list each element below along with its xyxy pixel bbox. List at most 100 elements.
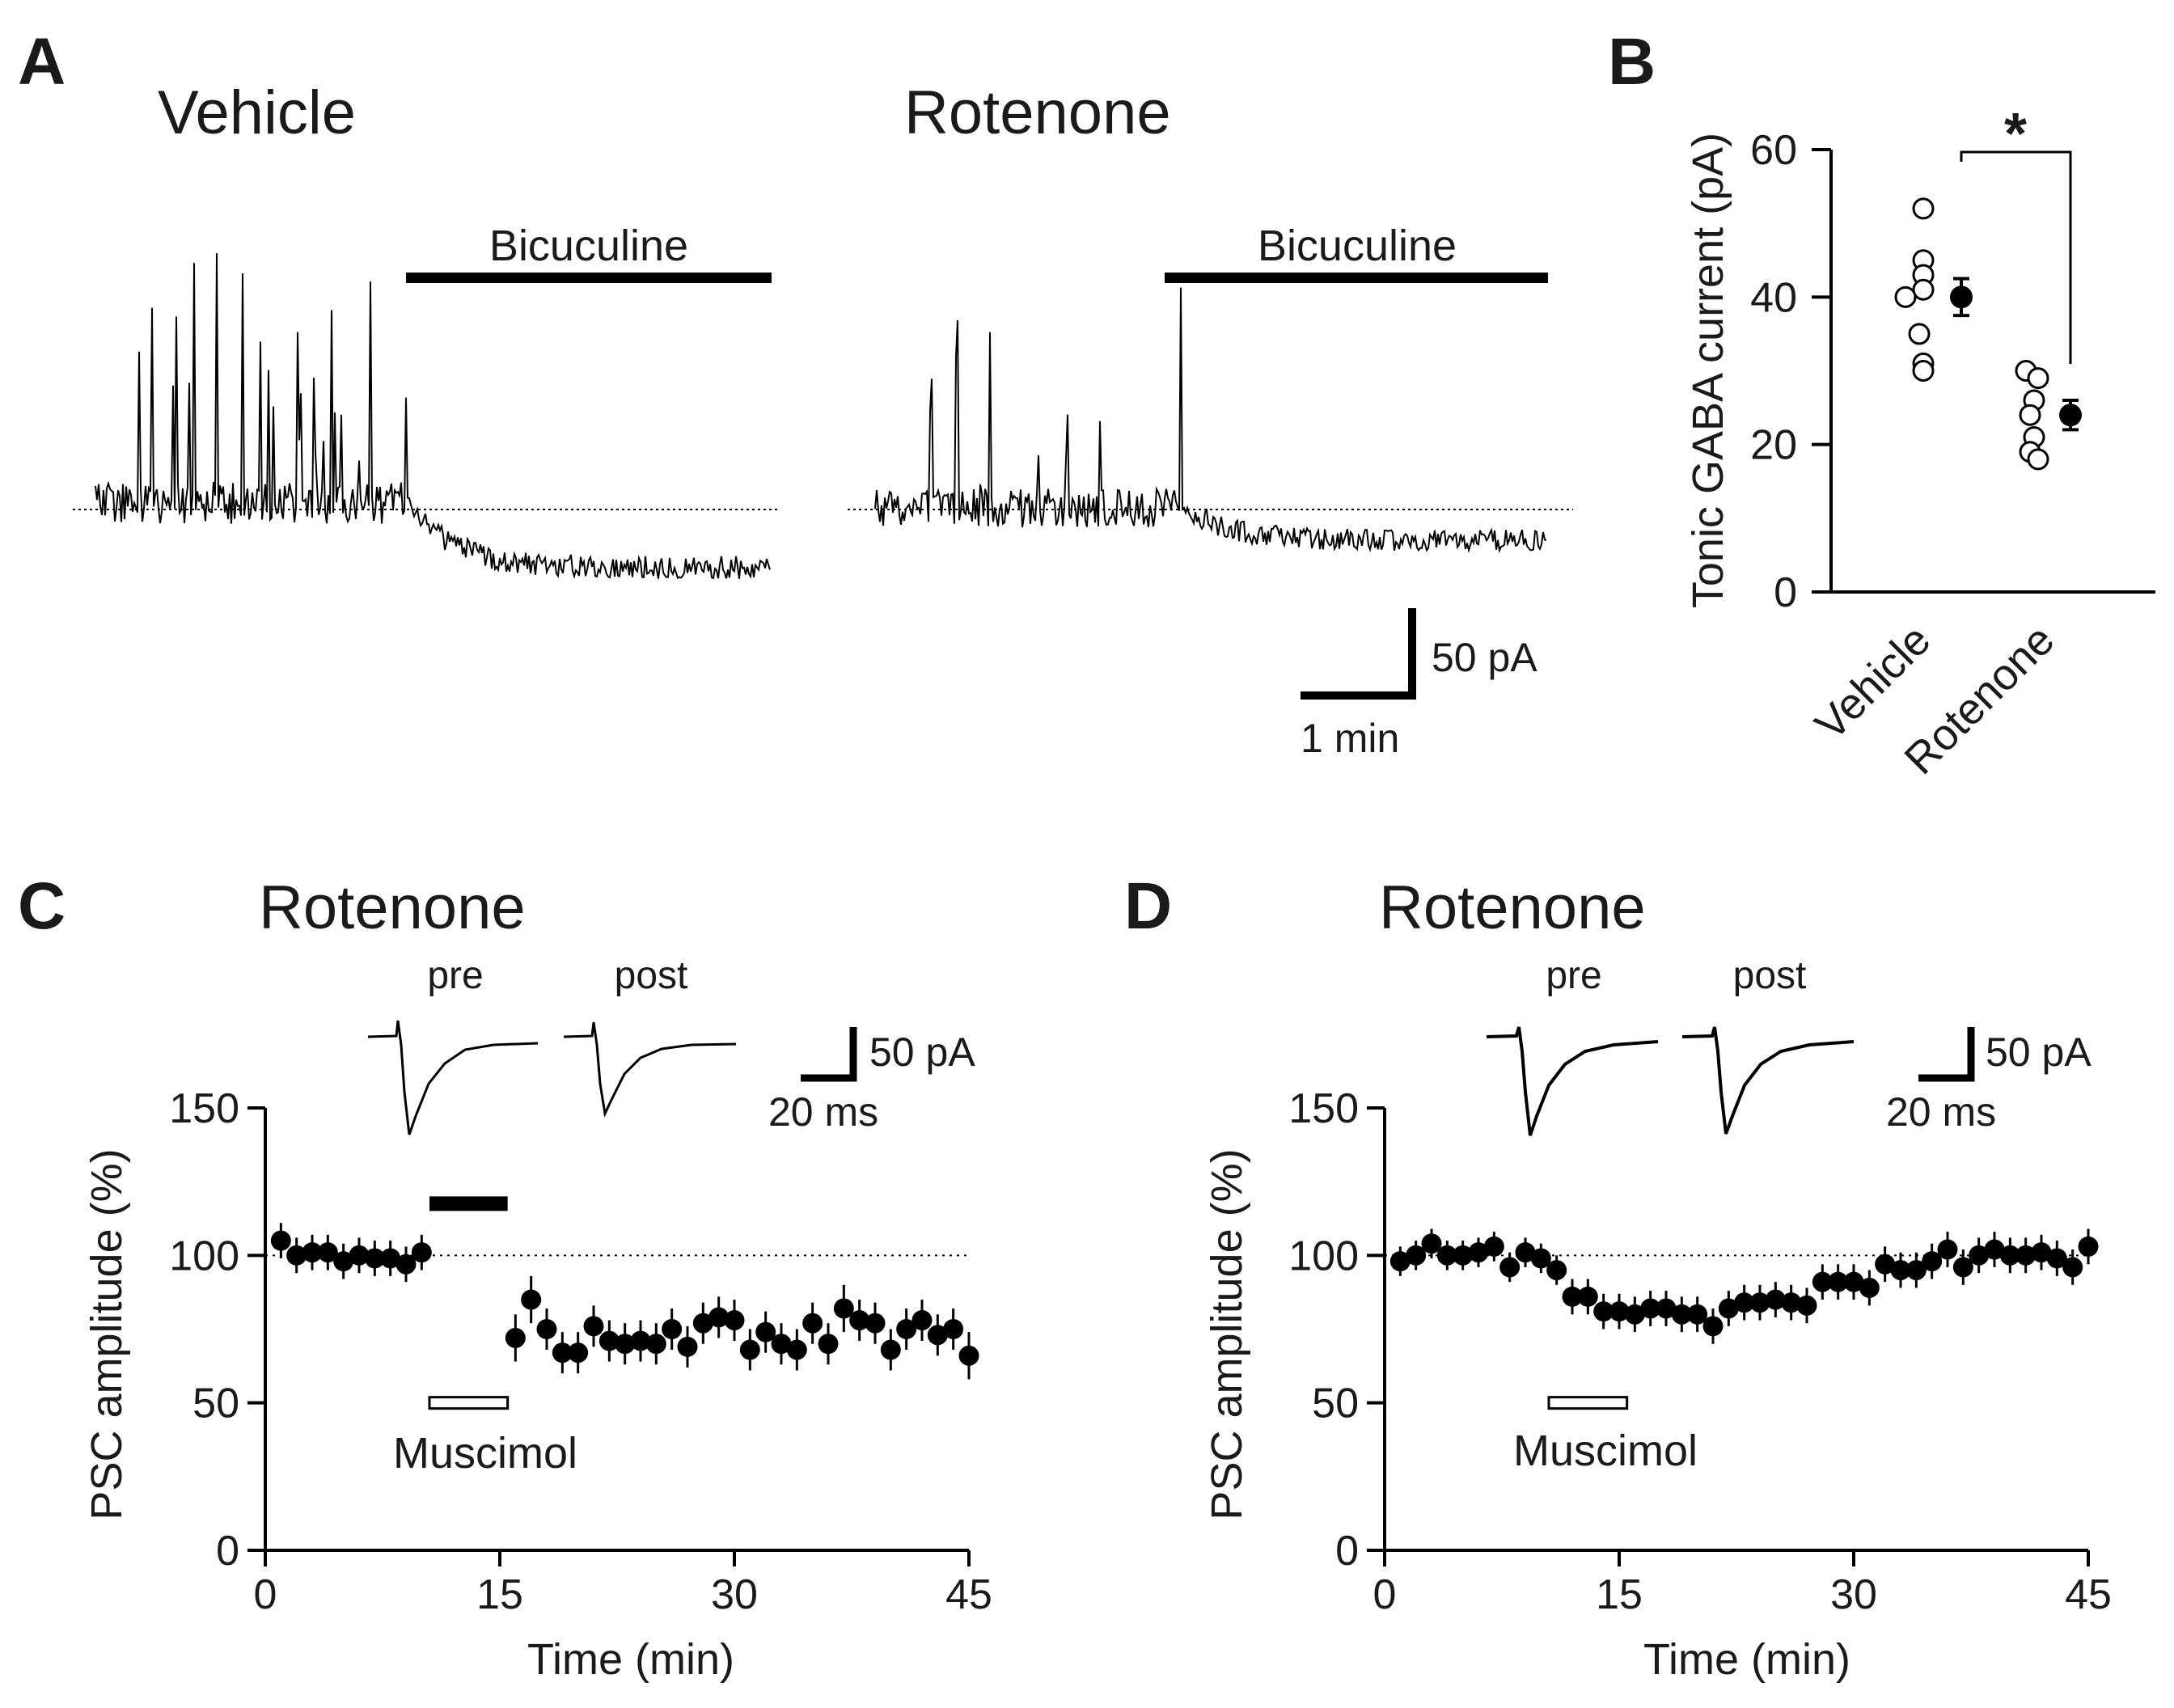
- c-scale-bar: [801, 1027, 857, 1082]
- d-x-tick-label: 15: [1596, 1571, 1643, 1618]
- d-data-point: [1389, 1251, 1411, 1272]
- c-y-tick-label: 0: [216, 1528, 239, 1575]
- d-data-point: [1702, 1316, 1724, 1337]
- c-data-point: [598, 1330, 620, 1351]
- d-data-point: [1812, 1271, 1833, 1292]
- d-data-point: [1749, 1292, 1770, 1313]
- c-data-point: [880, 1339, 901, 1360]
- d-data-point: [1984, 1239, 2005, 1260]
- c-muscimol-label: Muscimol: [393, 1429, 577, 1478]
- b-individual-point: [2027, 367, 2049, 390]
- c-pre-label: pre: [427, 954, 483, 997]
- d-data-point: [2078, 1236, 2099, 1257]
- c-pre-trace: [367, 1020, 539, 1135]
- c-data-point: [411, 1242, 432, 1263]
- b-mean-point: [2059, 404, 2082, 427]
- d-data-point: [1562, 1286, 1583, 1307]
- c-data-point: [786, 1339, 807, 1360]
- d-data-point: [1890, 1260, 1911, 1281]
- c-data-point: [615, 1334, 636, 1355]
- vehicle-current-trace: [95, 253, 771, 580]
- c-x-tick-label: 30: [711, 1571, 758, 1618]
- c-y-tick-label: 100: [169, 1232, 239, 1279]
- c-data-point: [270, 1230, 291, 1251]
- d-data-point: [1859, 1277, 1880, 1298]
- d-title: Rotenone: [1379, 873, 1646, 942]
- b-y-axis-label: Tonic GABA current (pA): [1684, 133, 1732, 608]
- c-data-point: [943, 1319, 964, 1339]
- d-data-point: [1593, 1301, 1614, 1322]
- d-muscimol-bar: [1547, 1396, 1629, 1410]
- d-y-tick-label: 100: [1288, 1232, 1359, 1279]
- c-title: Rotenone: [259, 873, 526, 942]
- vehicle-bicuculine-bar: [406, 273, 772, 283]
- c-data-point: [630, 1330, 651, 1351]
- d-data-point: [1515, 1242, 1536, 1263]
- c-data-point: [849, 1310, 870, 1331]
- c-muscimol-bar: [428, 1396, 510, 1410]
- c-data-point: [568, 1342, 589, 1363]
- c-data-point: [911, 1310, 933, 1331]
- b-individual-point: [2027, 448, 2049, 471]
- b-mean-point: [1950, 285, 1973, 309]
- c-data-point: [833, 1298, 854, 1319]
- d-data-point: [2062, 1257, 2083, 1278]
- d-data-point: [1718, 1298, 1739, 1319]
- c-data-point: [677, 1336, 698, 1357]
- b-significance-marker: *: [2004, 102, 2027, 167]
- panel-d: Rotenone pre post 50 pA 20 ms Muscimol P…: [1203, 873, 2112, 1684]
- c-data-point: [552, 1342, 573, 1363]
- c-data-point: [583, 1316, 604, 1337]
- d-data-point: [1828, 1271, 1849, 1292]
- d-data-point: [1468, 1242, 1489, 1263]
- d-data-point: [1687, 1304, 1708, 1325]
- d-x-tick-label: 30: [1830, 1571, 1877, 1618]
- c-sampling-bar: [429, 1196, 508, 1211]
- d-data-point: [1999, 1245, 2020, 1266]
- panel-c: Rotenone pre post 50 pA 20 ms Muscimol P…: [82, 873, 992, 1684]
- b-y-tick-label: 0: [1774, 569, 1797, 616]
- d-data-point: [1436, 1245, 1457, 1266]
- c-data-point: [302, 1242, 323, 1263]
- b-points: [1894, 197, 2082, 471]
- c-data-point: [739, 1339, 760, 1360]
- d-plot: 0 50 100 150 0 15 30 45: [1288, 1085, 2112, 1618]
- c-data-point: [724, 1310, 745, 1331]
- c-data-point: [521, 1289, 542, 1310]
- d-data-point: [1406, 1245, 1427, 1266]
- b-individual-point: [1912, 278, 1935, 301]
- c-data-point: [380, 1248, 401, 1269]
- c-post-trace: [563, 1021, 737, 1118]
- c-x-tick-label: 0: [254, 1571, 277, 1618]
- d-scale-time: 20 ms: [1886, 1089, 1996, 1135]
- rotenone-current-trace: [874, 287, 1547, 554]
- c-data-point: [645, 1334, 666, 1355]
- d-data-point: [1843, 1271, 1864, 1292]
- rotenone-title: Rotenone: [904, 78, 1171, 147]
- d-data-point: [1499, 1257, 1521, 1278]
- panel-a: Vehicle Rotenone Bicuculine Bicuculine 5…: [73, 78, 1573, 761]
- b-y-tick-label: 40: [1750, 274, 1797, 321]
- d-data-point: [1875, 1254, 1896, 1275]
- d-data-point: [1609, 1301, 1630, 1322]
- d-data-point: [1577, 1286, 1598, 1307]
- d-data-point: [1546, 1260, 1567, 1281]
- c-x-tick-label: 45: [945, 1571, 992, 1618]
- d-data-point: [1765, 1289, 1786, 1310]
- c-data-point: [771, 1334, 792, 1355]
- c-data-point: [286, 1245, 307, 1266]
- c-data-point: [349, 1245, 370, 1266]
- d-x-axis-label: Time (min): [1643, 1635, 1850, 1684]
- d-scale-current: 50 pA: [1986, 1029, 2092, 1075]
- d-data-point: [1483, 1236, 1504, 1257]
- d-scale-bar: [1918, 1027, 1975, 1082]
- b-y-tick-label: 20: [1750, 422, 1797, 469]
- c-data-point: [536, 1319, 557, 1339]
- c-data-point: [364, 1248, 385, 1269]
- d-data-point: [1734, 1292, 1755, 1313]
- d-x-tick-label: 45: [2065, 1571, 2112, 1618]
- d-y-axis-label: PSC amplitude (%): [1203, 1148, 1251, 1520]
- panel-b-chart: Tonic GABA current (pA) Vehicle Rotenone…: [1684, 102, 2155, 784]
- d-pre-trace: [1486, 1026, 1659, 1136]
- d-data-point: [2031, 1242, 2052, 1263]
